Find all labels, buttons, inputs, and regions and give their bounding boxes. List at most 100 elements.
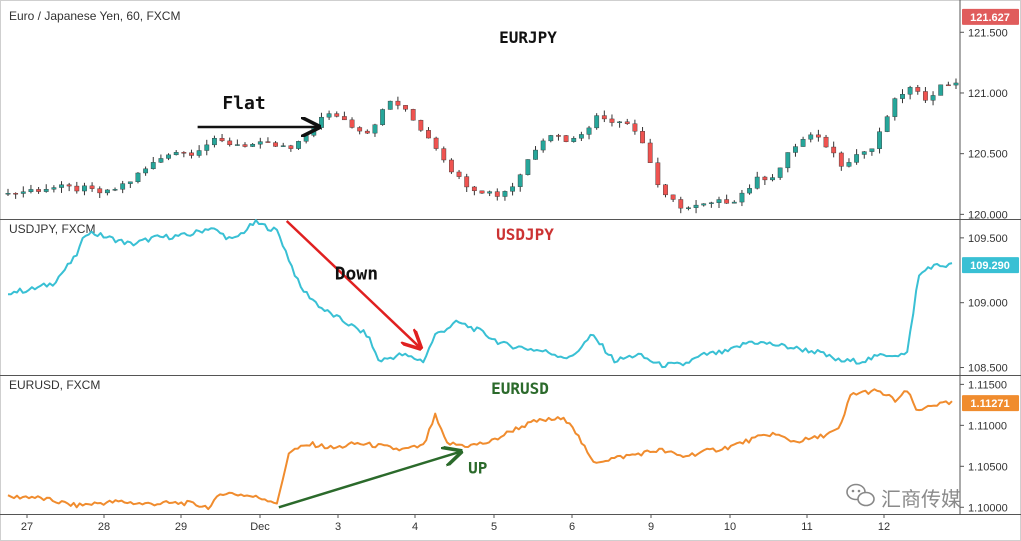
candle-body: [66, 184, 72, 187]
time-tick-label: 6: [569, 521, 575, 533]
candle-body: [372, 124, 378, 134]
last-price-badge: [962, 8, 1019, 25]
time-tick-label: 28: [98, 521, 110, 533]
candle-body: [708, 202, 714, 204]
last-price-badge: [962, 395, 1019, 412]
price-tick-label: 109.500: [968, 233, 1008, 245]
candle-body: [319, 116, 324, 128]
candle-body: [380, 109, 386, 125]
annotation-arrow: [278, 452, 461, 509]
candle-body: [548, 135, 554, 142]
candle-body: [204, 144, 210, 151]
candle-body: [693, 204, 699, 208]
candle-body: [387, 100, 393, 110]
time-tick-label: 5: [491, 521, 497, 533]
time-tick-label: 29: [175, 521, 187, 533]
candle-body: [127, 181, 133, 184]
candle-body: [823, 136, 829, 148]
candle-body: [785, 152, 791, 169]
candle-body: [624, 121, 630, 124]
candle-body: [357, 127, 363, 132]
candle-body: [670, 194, 676, 200]
candle-body: [74, 185, 80, 192]
candle-body: [311, 127, 317, 136]
candle-body: [120, 183, 126, 190]
last-price-badge: [962, 257, 1019, 274]
pane-title: EURJPY: [499, 28, 557, 47]
candle-body: [754, 176, 760, 189]
candle-body: [479, 190, 485, 194]
candle-body: [464, 176, 470, 188]
candle-body: [150, 162, 156, 170]
candle-body: [219, 138, 225, 142]
candle-body: [533, 149, 538, 160]
candle-body: [953, 82, 959, 86]
candle-body: [143, 168, 149, 174]
time-tick-label: 9: [648, 521, 654, 533]
candle-body: [578, 134, 584, 139]
candle-body: [724, 199, 730, 204]
candle-body: [793, 146, 798, 153]
candle-body: [426, 130, 431, 139]
candle-body: [296, 141, 301, 149]
candle-body: [288, 145, 294, 149]
pane-symbol-label: Euro / Japanese Yen, 60, FXCM: [9, 9, 180, 23]
watermark: 汇商传媒: [846, 483, 961, 511]
candle-body: [815, 134, 821, 138]
candle-body: [701, 203, 707, 206]
candle-body: [82, 185, 87, 192]
candle-body: [586, 127, 592, 135]
candle-body: [410, 109, 416, 121]
candle-body: [303, 135, 309, 142]
candle-body: [242, 144, 248, 147]
candle-body: [731, 201, 737, 204]
candle-body: [930, 95, 936, 101]
price-tick-label: 1.10500: [968, 461, 1008, 473]
candle-body: [43, 189, 49, 192]
time-tick-label: 10: [724, 521, 736, 533]
candle-body: [173, 152, 179, 156]
candle-body: [762, 176, 768, 181]
candle-body: [158, 158, 164, 163]
candle-body: [502, 191, 508, 197]
candle-body: [349, 119, 355, 128]
candle-body: [334, 113, 340, 117]
price-tick-label: 108.500: [968, 363, 1008, 375]
time-tick-label: 27: [21, 521, 33, 533]
candle-body: [556, 135, 561, 137]
price-tick-label: 109.000: [968, 298, 1008, 310]
candle-body: [877, 131, 882, 149]
candle-body: [20, 191, 26, 194]
candle-body: [716, 199, 722, 203]
candle-body: [525, 159, 531, 175]
candle-body: [441, 148, 447, 161]
candle-body: [135, 172, 141, 183]
candle-body: [112, 189, 118, 191]
time-tick-label: Dec: [250, 521, 270, 533]
last-price-label: 109.290: [970, 260, 1010, 272]
candle-body: [395, 100, 401, 106]
price-tick-label: 1.11500: [968, 379, 1007, 391]
candle-body: [777, 167, 783, 178]
price-tick-label: 1.10000: [968, 502, 1008, 514]
candle-body: [196, 150, 202, 156]
candle-body: [341, 116, 347, 121]
candle-body: [632, 123, 638, 132]
candle-body: [471, 186, 477, 192]
candle-body: [900, 94, 905, 99]
pane-title: USDJPY: [496, 225, 554, 244]
candle-body: [915, 87, 921, 92]
candle-body: [510, 186, 515, 192]
annotation-label: Flat: [222, 93, 265, 114]
price-tick-label: 121.000: [968, 88, 1008, 100]
candle-body: [800, 139, 806, 147]
candle-body: [280, 145, 286, 147]
candle-body: [212, 138, 217, 146]
candle-body: [104, 189, 110, 194]
pane-symbol-label: USDJPY, FXCM: [9, 222, 95, 236]
candle-body: [273, 142, 278, 147]
annotation-label: UP: [468, 459, 487, 478]
candle-body: [747, 188, 752, 194]
